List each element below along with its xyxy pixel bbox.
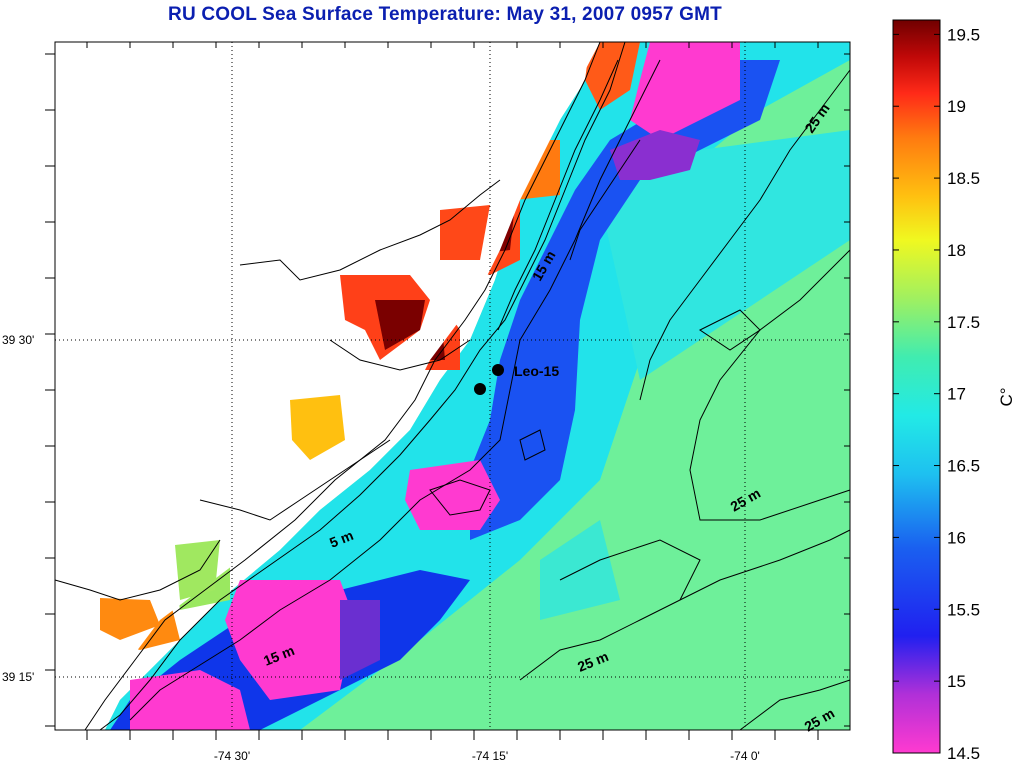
marsh-warm-4 (100, 598, 160, 640)
x-tick-label: -74 30' (214, 749, 250, 763)
barrier-island (497, 59, 619, 331)
x-tick-label: -74 15' (472, 749, 508, 763)
isobath-25m-b (689, 249, 851, 521)
station-marker-leo15 (492, 364, 504, 376)
blue-band (470, 60, 780, 540)
magenta-patch-south (225, 580, 355, 700)
marsh-warm-2 (440, 205, 490, 260)
y-tick-label: 39 30' (2, 333, 34, 347)
shoal-contour-3 (519, 429, 546, 461)
map-title: RU COOL Sea Surface Temperature: May 31,… (168, 4, 722, 25)
inland-waterway-1 (239, 179, 501, 281)
magenta-patch-north (630, 42, 740, 140)
cyan-offshore (600, 130, 850, 380)
magenta-patch-sw (130, 670, 250, 730)
contours (54, 41, 851, 731)
isobath-15m (129, 59, 661, 721)
x-tick-label: -74 0' (730, 749, 760, 763)
y-tick-label: 39 15' (2, 670, 34, 684)
inland-waterway-4 (54, 539, 221, 601)
coastline (84, 41, 601, 731)
shoal-contour-2 (699, 309, 761, 351)
purple-patch-north (610, 130, 700, 180)
marsh-warm-3 (290, 395, 345, 460)
purple-patch-sw (340, 600, 380, 680)
warm-bay-4 (585, 42, 640, 110)
station-marker-secondary (474, 383, 486, 395)
axis-ticks (45, 42, 850, 740)
map-frame (54, 41, 851, 731)
grid (55, 42, 850, 730)
isobath-25m-a (639, 69, 851, 401)
shoal-contour-1 (429, 479, 491, 516)
marsh-green (175, 540, 220, 600)
inland-waterway-2 (329, 339, 471, 371)
inland-waterway-3 (199, 439, 391, 521)
isobath-25m-d (559, 539, 701, 601)
isobath-25m-e (739, 679, 851, 731)
magenta-patch-mid (405, 460, 500, 530)
isobath-5m (99, 41, 626, 731)
isobath-15m-b (569, 139, 641, 261)
marsh-warm-core (375, 300, 425, 350)
station-label: Leo-15 (514, 363, 559, 379)
